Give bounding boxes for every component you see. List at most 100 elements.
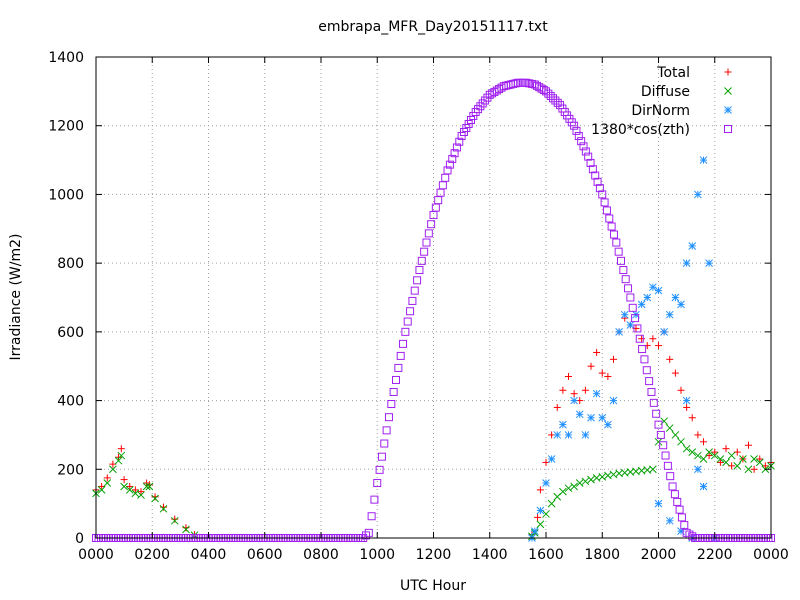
data-point — [668, 482, 677, 491]
data-point — [593, 177, 602, 186]
data-point — [492, 86, 501, 95]
data-point — [408, 296, 417, 305]
data-point — [436, 188, 445, 197]
data-point — [559, 420, 567, 429]
data-point — [530, 80, 539, 89]
data-point — [699, 455, 708, 463]
data-point — [151, 494, 159, 503]
data-point — [459, 128, 468, 137]
data-point — [542, 87, 550, 96]
data-point — [591, 171, 600, 180]
data-point — [660, 328, 668, 336]
data-point — [694, 190, 702, 199]
data-point — [722, 445, 730, 453]
series-dirnorm — [528, 156, 719, 542]
data-point — [624, 284, 633, 293]
legend-label: 1380*cos(zth) — [591, 122, 690, 138]
data-point — [457, 132, 466, 141]
data-point — [109, 465, 117, 474]
data-point — [362, 531, 370, 540]
data-point — [638, 335, 646, 343]
data-point — [670, 490, 679, 499]
data-point — [655, 342, 662, 350]
legend-label: DirNorm — [631, 103, 690, 119]
data-point — [671, 293, 680, 302]
data-point — [455, 137, 464, 146]
data-point — [586, 158, 595, 167]
data-point — [394, 363, 403, 372]
data-point — [642, 366, 651, 375]
data-point — [579, 142, 588, 151]
data-point — [661, 451, 670, 460]
data-point — [434, 196, 443, 205]
data-point — [700, 438, 707, 446]
data-point — [640, 355, 649, 364]
data-point — [626, 321, 635, 329]
data-point — [467, 115, 475, 124]
data-point — [649, 398, 658, 407]
data-point — [633, 324, 642, 333]
data-point — [103, 474, 111, 482]
data-point — [671, 369, 679, 377]
data-point — [663, 461, 672, 470]
data-point — [574, 132, 583, 141]
data-point — [424, 229, 433, 238]
data-point — [626, 293, 635, 302]
data-point — [570, 390, 578, 398]
data-point — [694, 431, 702, 439]
y-tick-label: 1000 — [48, 187, 84, 203]
data-point — [469, 111, 478, 120]
data-point — [450, 149, 459, 158]
data-point — [744, 465, 753, 474]
data-point — [705, 448, 713, 456]
data-point — [666, 355, 674, 363]
data-point — [677, 386, 685, 394]
data-point — [756, 455, 764, 463]
data-point — [114, 456, 123, 465]
data-point — [384, 413, 393, 422]
data-point — [481, 96, 490, 105]
data-point — [145, 482, 154, 491]
data-point — [120, 476, 128, 484]
data-point — [547, 455, 556, 463]
data-point — [722, 458, 730, 467]
x-tick-label: 1800 — [584, 547, 620, 563]
series-layer — [92, 78, 775, 542]
data-point — [474, 105, 483, 114]
data-point — [688, 414, 696, 422]
data-point — [750, 455, 758, 463]
data-point — [151, 493, 159, 501]
data-point — [595, 184, 604, 193]
data-point — [570, 121, 579, 130]
legend-label: Total — [656, 65, 690, 81]
data-point — [755, 458, 764, 467]
data-point — [654, 437, 663, 446]
x-tick-label: 2200 — [697, 547, 733, 563]
data-point — [675, 505, 684, 514]
data-point — [694, 451, 702, 460]
data-point — [600, 198, 609, 207]
data-point — [553, 431, 562, 439]
data-point — [443, 166, 452, 175]
data-point — [575, 410, 584, 419]
data-point — [705, 259, 713, 267]
data-point — [131, 489, 140, 498]
data-point — [399, 339, 408, 348]
data-point — [553, 98, 562, 107]
data-point — [665, 310, 674, 319]
x-tick-label: 1000 — [359, 547, 395, 563]
data-point — [490, 87, 499, 96]
grid-lines — [96, 57, 771, 538]
x-tick-label: 0800 — [303, 547, 339, 563]
data-point — [680, 521, 689, 530]
data-point — [410, 286, 419, 295]
data-point — [533, 81, 541, 90]
x-tick-label: 2000 — [641, 547, 677, 563]
data-point — [160, 503, 167, 511]
data-point — [610, 355, 617, 363]
data-point — [392, 375, 400, 384]
y-axis-label: Irradiance (W/m2) — [8, 234, 24, 361]
data-point — [476, 102, 485, 111]
data-point — [581, 147, 590, 156]
data-point — [637, 300, 646, 309]
